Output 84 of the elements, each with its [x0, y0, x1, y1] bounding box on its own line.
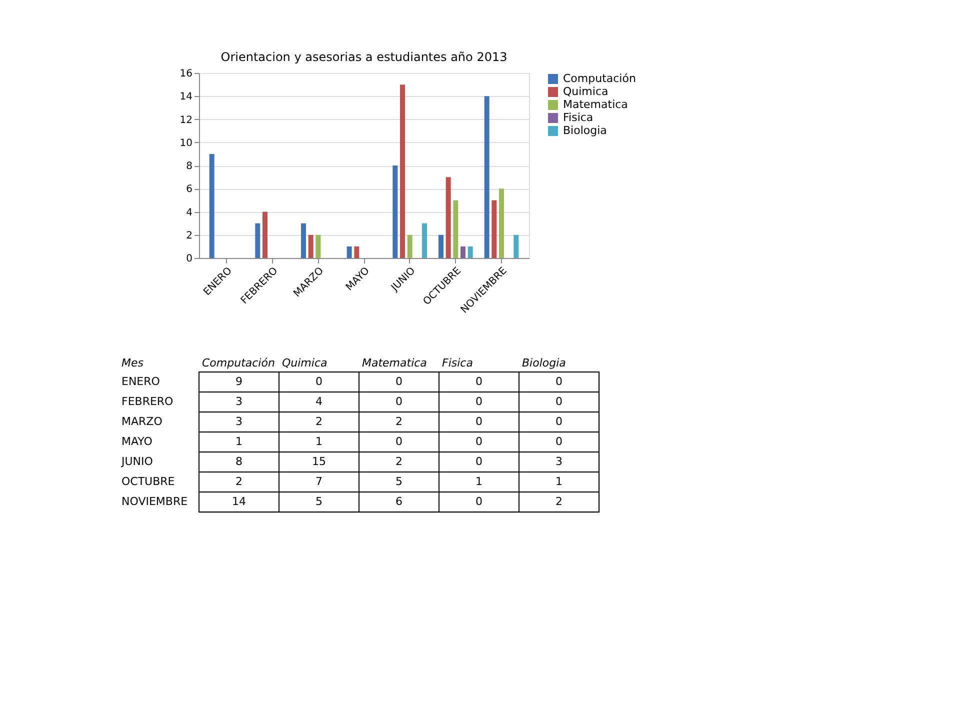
data-label: 15: [312, 455, 326, 468]
y-tick-label: 2: [186, 230, 192, 242]
data-label: 0: [476, 435, 482, 448]
data-label: 6: [396, 495, 402, 508]
x-tick-label: Computación: [202, 356, 275, 370]
data-label: 0: [476, 375, 482, 388]
data-label: 0: [556, 375, 562, 388]
data-label: 0: [396, 435, 402, 448]
legend-label: Matematica: [563, 98, 628, 111]
data-label: 3: [236, 395, 242, 408]
bar: [262, 212, 268, 258]
bar: [407, 234, 412, 258]
y-tick-label: 6: [186, 184, 192, 196]
data-label: 3: [556, 455, 562, 468]
y-tick-label: NOVIEMBRE: [122, 495, 188, 508]
y-tick-label: 8: [186, 161, 192, 172]
bar: [301, 223, 306, 258]
y-tick-label: FEBRERO: [122, 395, 174, 408]
y-tick-label: MAYO: [122, 435, 153, 448]
data-label: 2: [396, 415, 402, 428]
bar: [499, 188, 504, 258]
bar: [255, 223, 260, 258]
data-label: 0: [396, 375, 402, 388]
data-label: 1: [476, 475, 482, 488]
data-label: 0: [476, 415, 482, 428]
bar: [438, 234, 444, 258]
legend-label: Fisica: [563, 111, 594, 124]
x-tick-label: Biologia: [522, 356, 566, 370]
bar: [484, 96, 490, 258]
data-label: 9: [236, 375, 242, 388]
data-label: 0: [476, 395, 482, 408]
y-tick-label: 12: [180, 114, 192, 126]
bar: [446, 177, 451, 258]
y-tick-label: 0: [186, 254, 192, 264]
bar: [400, 84, 405, 258]
data-label: 1: [236, 435, 242, 448]
x-tick-label: Quimica: [282, 356, 328, 370]
bar: [308, 234, 314, 258]
data-label: 0: [556, 435, 562, 448]
data-label: 0: [556, 415, 562, 428]
legend-label: Quimica: [563, 85, 608, 98]
y-tick-label: ENERO: [122, 375, 160, 388]
data-label: 2: [556, 495, 562, 508]
data-label: 0: [396, 395, 402, 408]
data-label: 2: [396, 455, 402, 468]
data-label: 0: [476, 495, 482, 508]
bar: [209, 154, 214, 258]
bar: [492, 200, 497, 258]
data-label: 2: [236, 475, 242, 488]
bar: [468, 246, 473, 258]
data-label: 0: [316, 375, 322, 388]
bar: [514, 234, 519, 258]
bar: [354, 246, 360, 258]
data-label: 7: [316, 475, 322, 488]
data-label: 8: [236, 455, 242, 468]
bar: [422, 223, 427, 258]
y-tick-label: OCTUBRE: [122, 475, 175, 488]
legend-label: Biologia: [563, 124, 607, 137]
data-label: 4: [316, 395, 322, 408]
data-label: 1: [316, 435, 322, 448]
y-tick-label: 10: [180, 138, 192, 149]
data-label: 0: [476, 455, 482, 468]
bar: [392, 166, 398, 258]
data-label: 5: [316, 495, 322, 508]
y-tick-label: 16: [180, 68, 192, 80]
y-tick-label: JUNIO: [120, 455, 154, 468]
bar: [346, 246, 352, 258]
bar: [460, 246, 466, 258]
y-tick-label: 4: [186, 207, 192, 218]
data-label: 0: [556, 395, 562, 408]
y-tick-label: MARZO: [122, 415, 163, 428]
x-tick-label: Matematica: [362, 356, 428, 370]
bar: [316, 234, 321, 258]
y-tick-label: 14: [180, 92, 192, 103]
legend-label: Computación: [563, 72, 636, 85]
data-label: 2: [316, 415, 322, 428]
data-label: 5: [396, 475, 402, 488]
data-label: 14: [232, 495, 246, 508]
y-axis-title: Mes: [122, 356, 144, 370]
data-label: 3: [236, 415, 242, 428]
data-label: 1: [556, 475, 562, 488]
chart-title: Orientacion y asesorias a estudiantes año 2013: [220, 50, 508, 64]
x-tick-label: Fisica: [442, 356, 474, 370]
bar: [453, 200, 458, 258]
